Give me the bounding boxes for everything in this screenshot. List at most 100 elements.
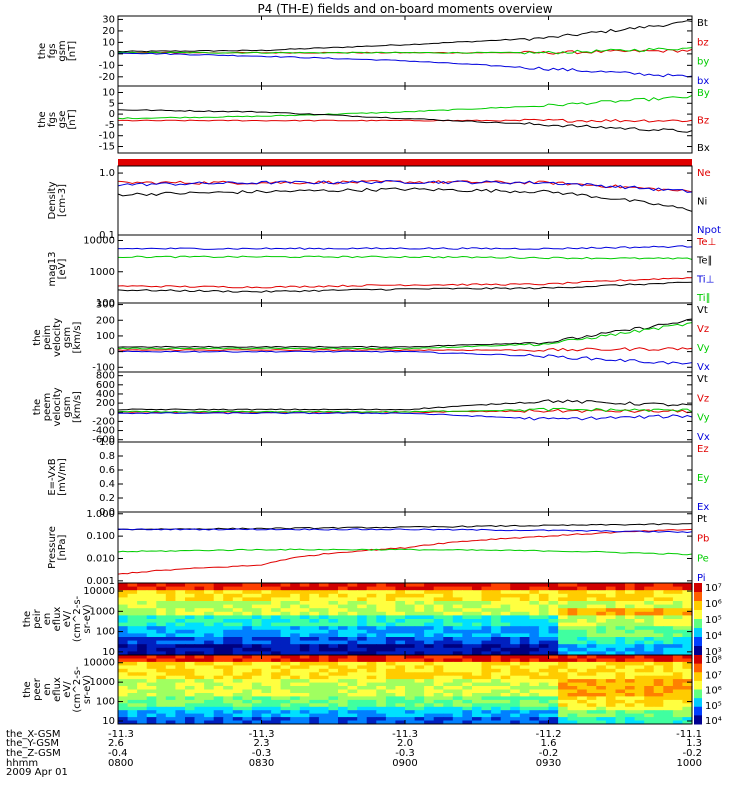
footer-x-gsm: -11.3 (108, 729, 134, 740)
spectrogram-cell (299, 629, 310, 634)
spectrogram-cell (261, 597, 272, 602)
spectrogram-cell (567, 633, 578, 638)
spectrogram-cell (472, 668, 483, 673)
ylabel-line: peir (32, 608, 43, 628)
series-line-1 (117, 528, 693, 575)
spectrogram-cell (443, 696, 454, 701)
spectrogram-cell (625, 647, 636, 652)
spectrogram-cell (146, 675, 157, 680)
spectrogram-cell (242, 604, 253, 609)
spectrogram-cell (309, 629, 320, 634)
spectrogram-cell (251, 644, 263, 649)
footer-row-label: the_Z-GSM (6, 748, 61, 759)
spectrogram-cell (433, 679, 444, 684)
spectrogram-cell (318, 651, 330, 656)
spectrogram-cell (328, 679, 339, 684)
spectrogram-cell (414, 637, 425, 642)
spectrogram-cell (251, 661, 263, 666)
spectrogram-cell (242, 720, 253, 725)
spectrogram-cell (653, 668, 664, 673)
spectrogram-cell (127, 608, 138, 613)
spectrogram-cell (424, 699, 435, 704)
spectrogram-cell (452, 703, 463, 708)
spectrogram-cell (481, 615, 492, 620)
spectrogram-cell (586, 703, 597, 708)
spectrogram-cell (519, 699, 530, 704)
spectrogram-cell (338, 593, 349, 598)
spectrogram-cell (405, 626, 416, 631)
spectrogram-cell (491, 693, 502, 697)
spectrogram-cell (280, 668, 291, 673)
ylabel-line: gsm (62, 327, 73, 348)
spectrogram-cell (251, 675, 263, 680)
spectrogram-cell (548, 597, 559, 602)
spectrogram-cell (357, 661, 368, 666)
spectrogram-cell (194, 696, 205, 701)
spectrogram-cell (452, 717, 463, 722)
spectrogram-cell (615, 696, 626, 701)
spectrogram-cell (395, 717, 406, 722)
spectrogram-cell (385, 696, 397, 701)
ylabel-line: E=-VxB (47, 458, 58, 495)
spectrogram-cell (137, 590, 148, 595)
spectrogram-cell (634, 651, 645, 656)
series-line-1 (117, 281, 693, 293)
spectrogram-cell (261, 675, 272, 680)
spectrogram-cell (577, 658, 588, 663)
spectrogram-cell (223, 668, 234, 673)
spectrogram-cell (625, 658, 636, 663)
spectrogram-cell (625, 686, 636, 690)
spectrogram-cell (538, 703, 550, 708)
spectrogram-cell (615, 583, 626, 588)
spectrogram-cell (242, 717, 253, 722)
spectrogram-cell (242, 693, 253, 697)
spectrogram-cell (414, 682, 425, 687)
spectrogram-cell (529, 682, 540, 687)
spectrogram-cell (605, 626, 617, 631)
spectrogram-cell (634, 601, 645, 606)
spectrogram-cell (271, 629, 282, 634)
spectrogram-cell (280, 644, 291, 649)
spectrogram-cell (156, 608, 167, 613)
ylabel-line: gse (57, 111, 68, 129)
spectrogram-cell (548, 637, 559, 642)
spectrogram-cell (290, 593, 301, 598)
spectrogram-cell (452, 655, 463, 659)
spectrogram-cell (443, 675, 454, 680)
spectrogram-cell (251, 686, 263, 690)
spectrogram-cell (596, 586, 607, 591)
spectrogram-cell (634, 713, 645, 718)
spectrogram-cell (472, 633, 483, 638)
spectrogram-cell (213, 647, 224, 652)
spectrogram-cell (548, 696, 559, 701)
spectrogram-cell (414, 608, 425, 613)
spectrogram-cell (328, 720, 339, 725)
spectrogram-cell (577, 675, 588, 680)
spectrogram-cell (395, 590, 406, 595)
spectrogram-cell (634, 586, 645, 591)
spectrogram-cell (653, 661, 664, 666)
spectrogram-cell (251, 720, 263, 725)
spectrogram-cell (433, 675, 444, 680)
spectrogram-cell (596, 699, 607, 704)
spectrogram-cell (615, 686, 626, 690)
spectrogram-cell (175, 597, 186, 602)
spectrogram-cell (347, 668, 358, 673)
spectrogram-cell (682, 593, 693, 598)
spectrogram-cell (491, 615, 502, 620)
spectrogram-cell (338, 661, 349, 666)
spectrogram-cell (462, 597, 473, 602)
spectrogram-cell (146, 713, 157, 718)
spectrogram-cell (548, 655, 559, 659)
spectrogram-cell (481, 661, 492, 666)
footer-hhmm: 1000 (677, 758, 702, 769)
spectrogram-cell (194, 668, 205, 673)
spectrogram-cell (271, 647, 282, 652)
spectrogram-cell (185, 608, 196, 613)
ylabel-line: the (22, 611, 33, 627)
legend-Vx: Vx (697, 362, 710, 373)
spectrogram-cell (682, 651, 693, 656)
footer-row-label: 2009 Apr 01 (6, 767, 68, 778)
spectrogram-cell (625, 640, 636, 645)
spectrogram-cell (443, 644, 454, 649)
